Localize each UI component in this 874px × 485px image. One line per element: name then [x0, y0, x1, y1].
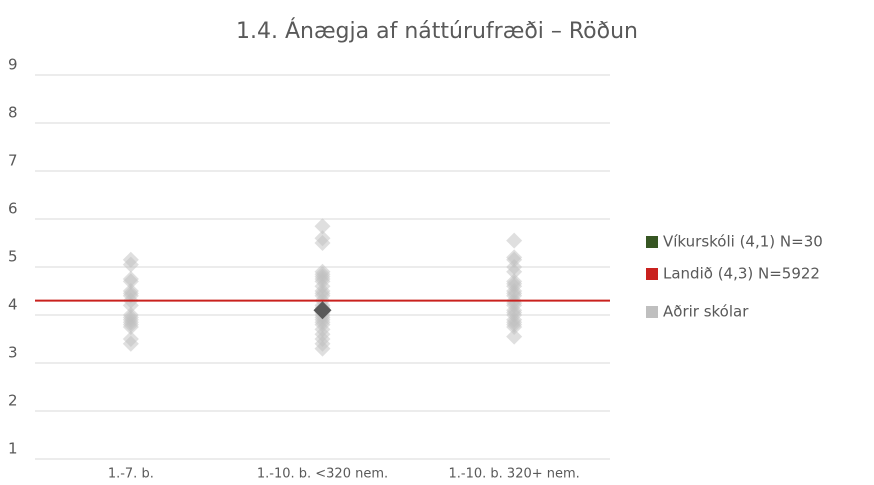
y-tick-label: 6	[8, 200, 18, 218]
y-tick-label: 1	[8, 440, 18, 458]
other-school-point	[122, 319, 139, 335]
x-tick-label: 1.-10. b. 320+ nem.	[449, 467, 580, 482]
other-school-point	[122, 256, 139, 273]
legend-swatch	[646, 268, 658, 280]
legend-swatch	[646, 306, 658, 318]
chart-title: 1.4. Ánægja af náttúrufræði – Röðun	[236, 18, 638, 44]
y-tick-label: 3	[8, 344, 18, 362]
other-school-point	[122, 273, 139, 290]
other-school-point	[122, 335, 139, 352]
y-tick-label: 2	[8, 392, 18, 410]
y-tick-label: 7	[8, 152, 18, 170]
y-tick-label: 9	[8, 56, 18, 74]
other-school-point	[506, 232, 523, 249]
other-school-point	[506, 263, 523, 280]
other-school-point	[314, 340, 331, 357]
other-school-point	[506, 319, 523, 335]
school-point	[313, 301, 332, 320]
other-school-point	[506, 328, 523, 345]
x-tick-label: 1.-7. b.	[108, 467, 154, 482]
legend-label: Landið (4,3) N=5922	[663, 265, 820, 283]
y-tick-label: 5	[8, 248, 18, 266]
x-tick-label: 1.-10. b. <320 nem.	[257, 467, 388, 482]
other-school-point	[314, 235, 331, 251]
legend-label: Aðrir skólar	[663, 303, 749, 321]
y-tick-label: 4	[8, 296, 18, 314]
legend-swatch	[646, 236, 658, 248]
legend-label: Víkurskóli (4,1) N=30	[663, 233, 823, 251]
y-tick-label: 8	[8, 104, 18, 122]
other-school-point	[314, 218, 331, 235]
